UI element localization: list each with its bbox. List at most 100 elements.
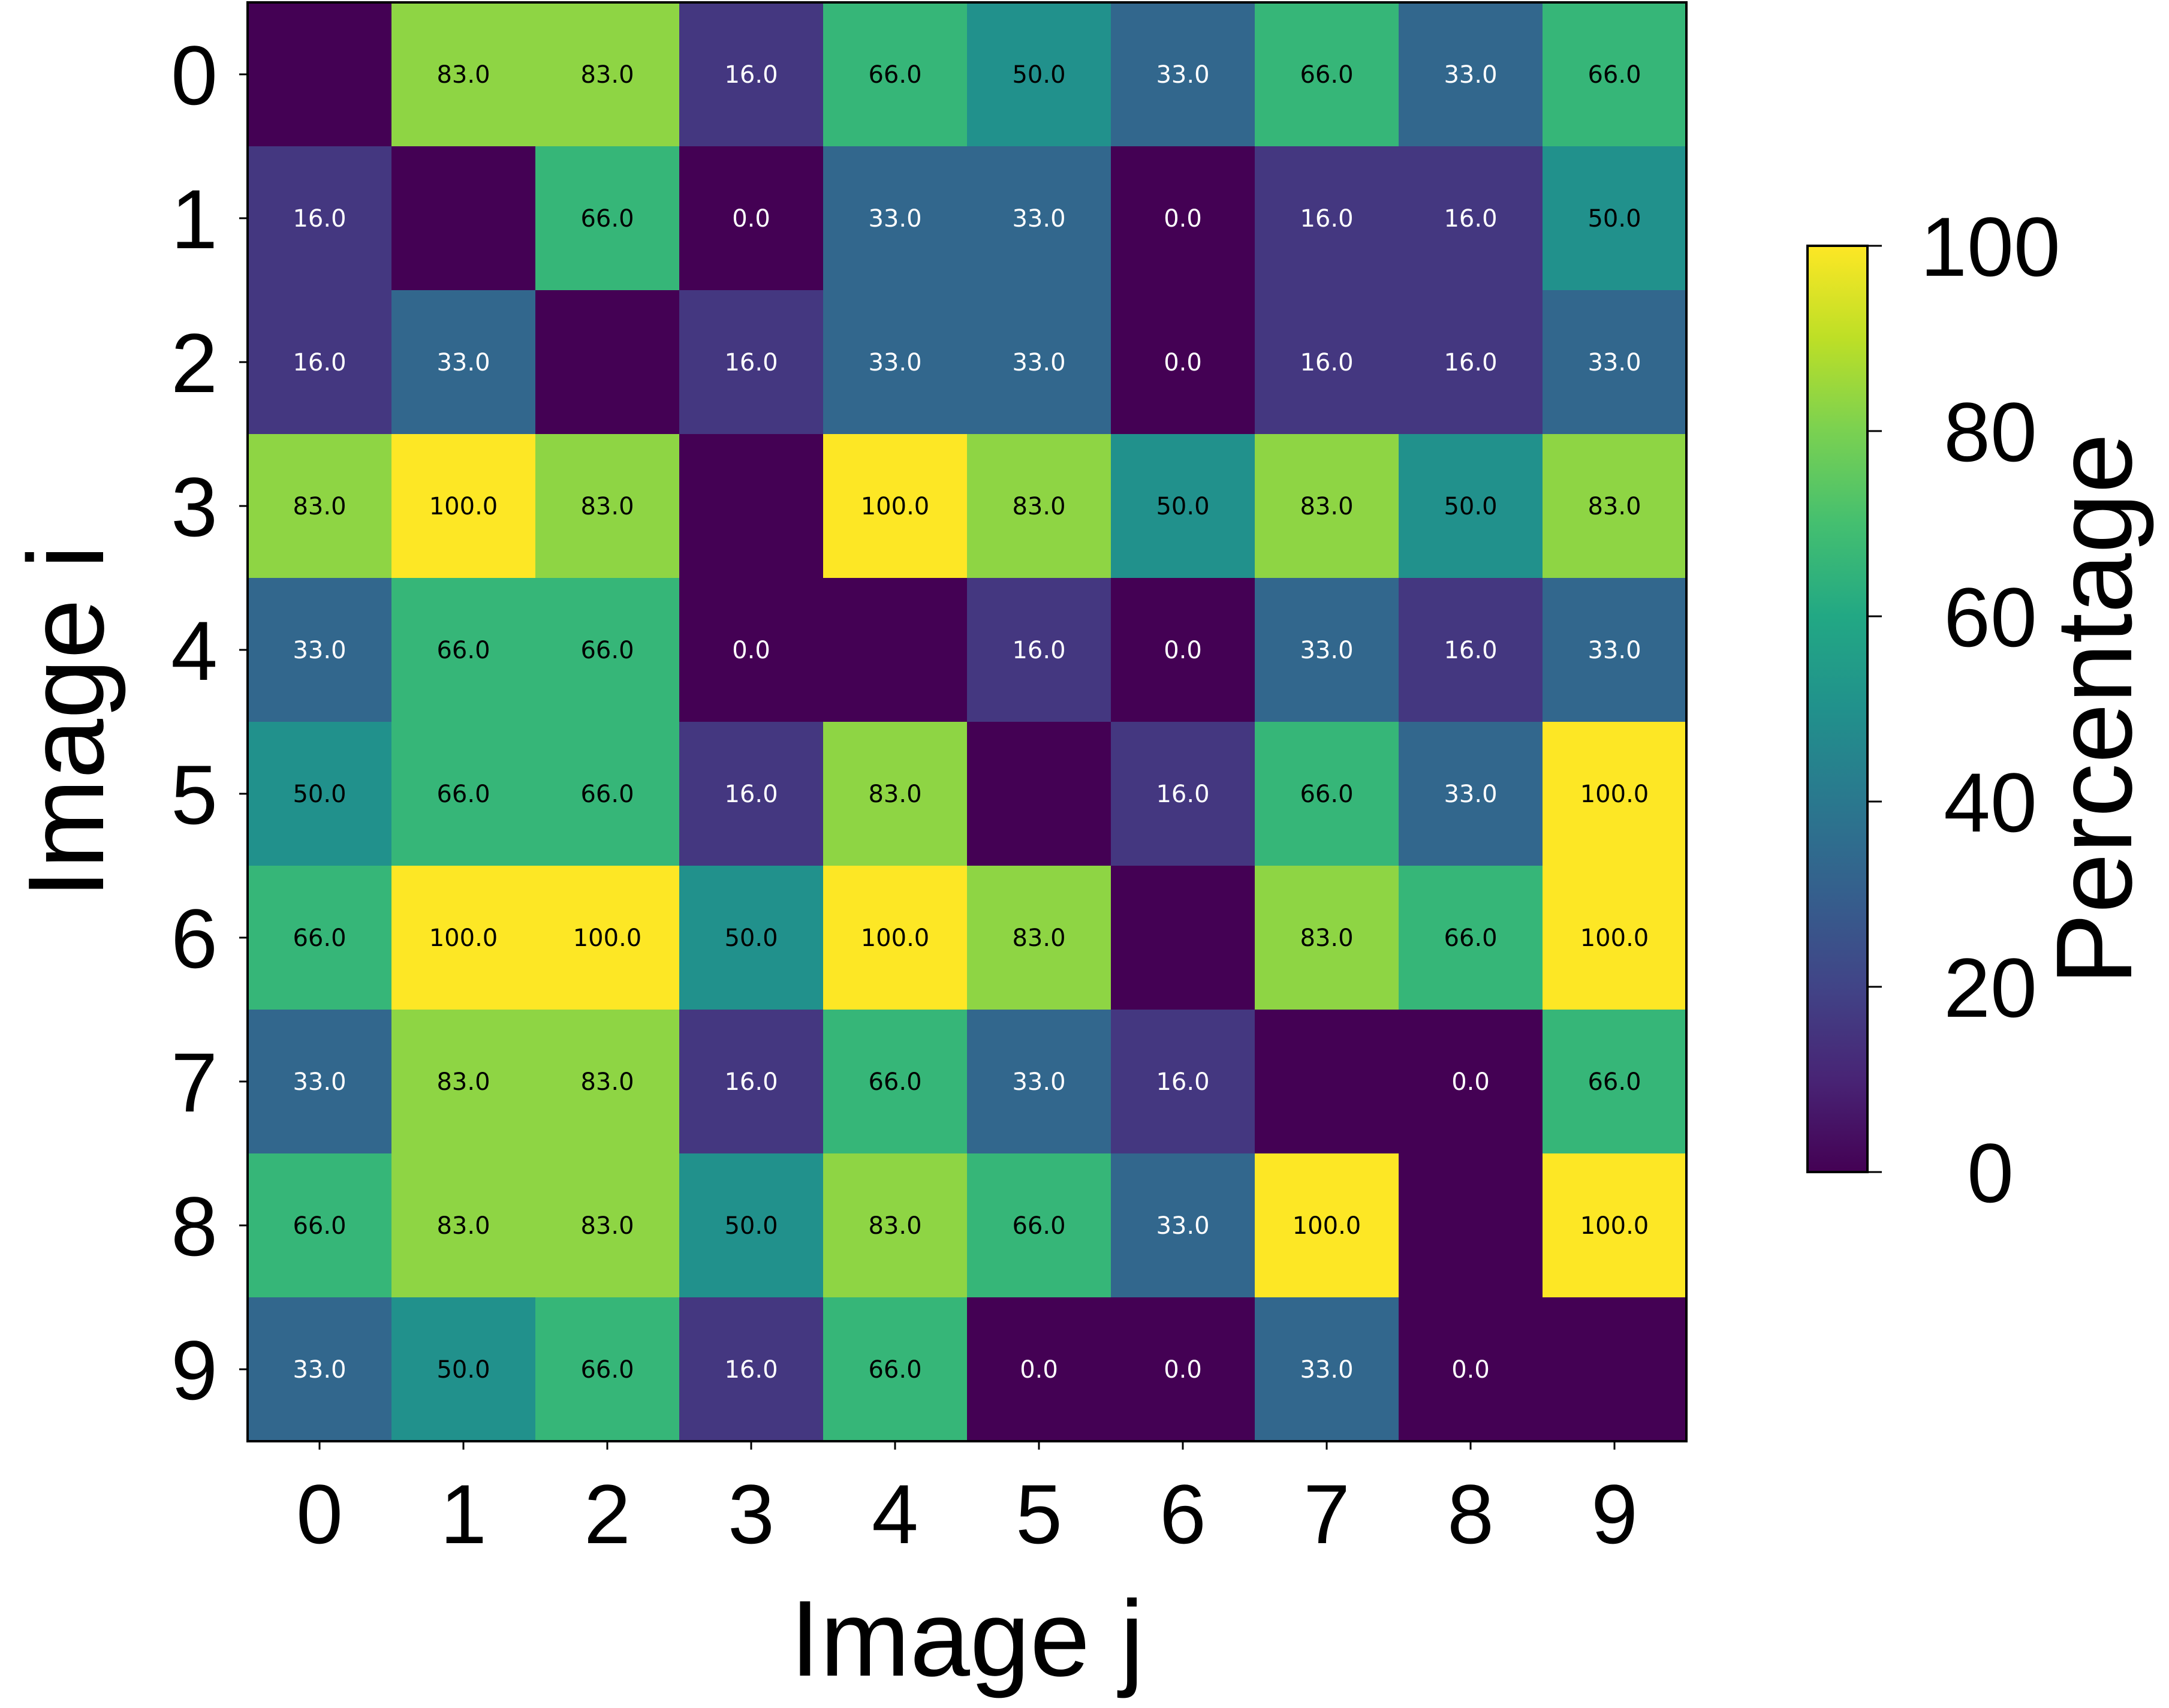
heatmap-cell (535, 290, 680, 435)
cell-value-label: 33.0 (1444, 61, 1497, 89)
cell-value-label: 33.0 (1012, 349, 1065, 376)
cell-value-label: 0.0 (732, 205, 770, 233)
heatmap-cell (967, 722, 1111, 866)
heatmap-cell (1543, 1010, 1687, 1154)
cell-value-label: 16.0 (1300, 205, 1353, 233)
y-tick-label: 3 (171, 460, 218, 554)
colorbar-label: Percentage (2034, 433, 2155, 986)
heatmap-cell (1543, 578, 1687, 722)
heatmap-cell (1111, 2, 1255, 147)
cell-value-label: 50.0 (1156, 493, 1209, 520)
cell-value-label: 16.0 (1444, 205, 1497, 233)
cell-value-label: 16.0 (724, 61, 778, 89)
heatmap-cell (823, 578, 968, 722)
heatmap-cell (1255, 2, 1399, 147)
heatmap-cell (679, 146, 824, 291)
cell-value-label: 83.0 (580, 61, 634, 89)
cell-value-label: 83.0 (1300, 924, 1353, 952)
heatmap-cell (535, 722, 680, 866)
cell-value-label: 66.0 (1444, 924, 1497, 952)
cell-labels: 83.0 83.0 16.0 66.0 50.0 33.0 66.0 33.0 66.0 16.0… (293, 61, 1649, 1384)
colorbar-tick-label: 0 (1967, 1126, 2014, 1220)
heatmap-cell (1255, 290, 1399, 435)
cell-value-label: 66.0 (293, 924, 346, 952)
heatmap-cell (535, 1153, 680, 1298)
cell-value-label: 33.0 (868, 205, 921, 233)
cell-value-label: 16.0 (1012, 637, 1065, 664)
heatmap-cell (535, 866, 680, 1010)
cell-value-label: 33.0 (293, 1068, 346, 1096)
heatmap-cell (391, 1297, 536, 1442)
x-tick-label: 9 (1591, 1467, 1638, 1561)
x-tick-label: 1 (440, 1467, 487, 1561)
cell-value-label: 100.0 (1580, 781, 1649, 808)
cell-value-label: 16.0 (1156, 1068, 1209, 1096)
cell-value-label: 50.0 (724, 924, 778, 952)
cell-value-label: 83.0 (868, 781, 921, 808)
cell-value-label: 66.0 (1587, 61, 1641, 89)
heatmap-cell (1255, 722, 1399, 866)
heatmap-cell (1399, 1153, 1543, 1298)
cell-value-label: 83.0 (436, 1068, 490, 1096)
cell-value-label: 100.0 (861, 493, 930, 520)
heatmap-cell (823, 1153, 968, 1298)
cell-value-label: 66.0 (1300, 781, 1353, 808)
heatmap-cell (1255, 1297, 1399, 1442)
heatmap-cell (823, 722, 968, 866)
cell-value-label: 0.0 (732, 637, 770, 664)
cell-value-label: 16.0 (293, 205, 346, 233)
heatmap-cell (1111, 722, 1255, 866)
heatmap-cell (248, 866, 392, 1010)
heatmap-cell (967, 290, 1111, 435)
y-tick-label: 0 (171, 28, 218, 122)
cell-value-label: 83.0 (580, 493, 634, 520)
x-tick-label: 7 (1303, 1467, 1350, 1561)
y-tick-label: 1 (171, 172, 218, 266)
heatmap-cell (1399, 722, 1543, 866)
heatmap-cell (391, 866, 536, 1010)
y-tick-label: 2 (171, 316, 218, 410)
heatmap-cell (967, 1010, 1111, 1154)
y-axis: 0 1 2 3 4 5 6 7 8 9 (171, 28, 248, 1417)
cell-value-label: 16.0 (1300, 349, 1353, 376)
heatmap-cell (967, 434, 1111, 579)
cell-value-label: 33.0 (1012, 1068, 1065, 1096)
heatmap-cell (391, 578, 536, 722)
cell-value-label: 50.0 (1444, 493, 1497, 520)
x-tick-label: 6 (1159, 1467, 1206, 1561)
heatmap-cell (1399, 578, 1543, 722)
heatmap-cell (679, 1153, 824, 1298)
heatmap-cell (535, 146, 680, 291)
heatmap-cell (535, 1297, 680, 1442)
y-tick-label: 7 (171, 1035, 218, 1129)
heatmap-cell (535, 1010, 680, 1154)
heatmap-cell (535, 2, 680, 147)
heatmap-cell (823, 1297, 968, 1442)
colorbar-tick-label: 100 (1920, 200, 2060, 294)
cell-value-label: 83.0 (868, 1212, 921, 1240)
cell-value-label: 66.0 (868, 1356, 921, 1384)
cell-value-label: 16.0 (724, 349, 778, 376)
heatmap-cell (248, 722, 392, 866)
colorbar-tick-label: 60 (1944, 570, 2037, 664)
cell-value-label: 83.0 (436, 1212, 490, 1240)
cell-value-label: 83.0 (1300, 493, 1353, 520)
x-axis: 0 1 2 3 4 5 6 7 8 9 (296, 1441, 1638, 1561)
heatmap-cell (1111, 434, 1255, 579)
heatmap-cell (391, 290, 536, 435)
cell-value-label: 33.0 (293, 1356, 346, 1384)
cell-value-label: 16.0 (724, 781, 778, 808)
cell-value-label: 66.0 (868, 1068, 921, 1096)
cell-value-label: 83.0 (580, 1212, 634, 1240)
heatmap-cell (391, 146, 536, 291)
colorbar-tick-label: 80 (1944, 385, 2037, 479)
cell-value-label: 66.0 (436, 637, 490, 664)
heatmap-cell (967, 866, 1111, 1010)
cell-value-label: 100.0 (861, 924, 930, 952)
heatmap-cell (1111, 866, 1255, 1010)
heatmap-cell (1399, 290, 1543, 435)
heatmap-cell (967, 1297, 1111, 1442)
heatmap-cell (1255, 146, 1399, 291)
cell-value-label: 50.0 (436, 1356, 490, 1384)
